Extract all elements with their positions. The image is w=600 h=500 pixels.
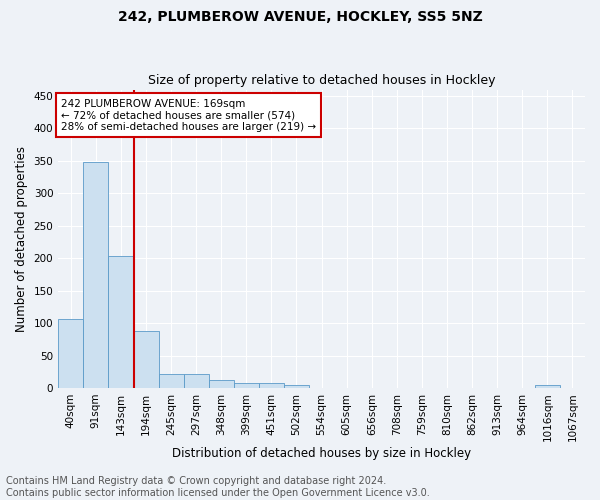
Y-axis label: Number of detached properties: Number of detached properties: [15, 146, 28, 332]
Text: 242, PLUMBEROW AVENUE, HOCKLEY, SS5 5NZ: 242, PLUMBEROW AVENUE, HOCKLEY, SS5 5NZ: [118, 10, 482, 24]
Bar: [535, 386, 560, 388]
Text: 242 PLUMBEROW AVENUE: 169sqm
← 72% of detached houses are smaller (574)
28% of s: 242 PLUMBEROW AVENUE: 169sqm ← 72% of de…: [61, 98, 316, 132]
Bar: [58, 318, 83, 388]
Bar: [284, 384, 309, 388]
Bar: [133, 331, 158, 388]
Bar: [158, 374, 184, 388]
Bar: [259, 384, 284, 388]
Bar: [209, 380, 234, 388]
Bar: [83, 162, 109, 388]
X-axis label: Distribution of detached houses by size in Hockley: Distribution of detached houses by size …: [172, 447, 471, 460]
Title: Size of property relative to detached houses in Hockley: Size of property relative to detached ho…: [148, 74, 496, 87]
Bar: [184, 374, 209, 388]
Bar: [109, 256, 133, 388]
Text: Contains HM Land Registry data © Crown copyright and database right 2024.
Contai: Contains HM Land Registry data © Crown c…: [6, 476, 430, 498]
Bar: [234, 383, 259, 388]
